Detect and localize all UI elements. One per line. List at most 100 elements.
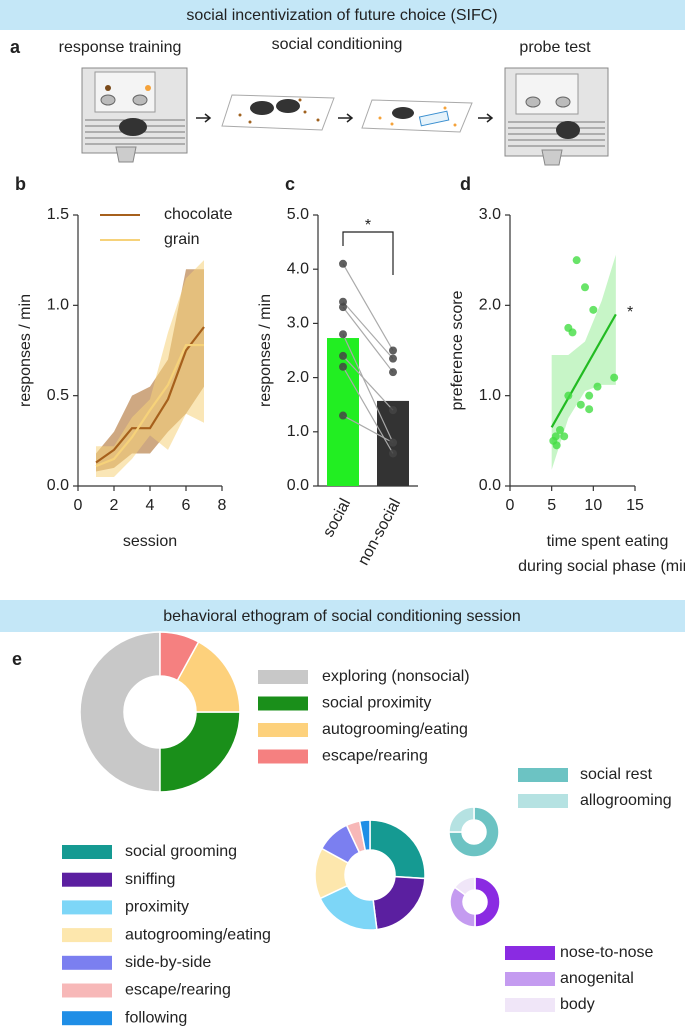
- illustration: [81, 67, 609, 166]
- tube: [418, 110, 450, 127]
- legend-swatch: [258, 670, 308, 684]
- pair-line: [342, 306, 394, 373]
- data-point: [589, 305, 598, 314]
- significance-label: *: [627, 304, 633, 321]
- legend-label: proximity: [125, 899, 189, 916]
- x-tick-label: 0: [506, 497, 515, 514]
- food: [378, 106, 457, 127]
- pie-slice: [448, 806, 475, 833]
- pie-slice: [448, 806, 500, 858]
- legend-swatch: [62, 900, 112, 915]
- x-axis-title: during social phase (min): [518, 558, 685, 575]
- lever: [525, 96, 541, 108]
- legend-swatch: [62, 983, 112, 998]
- pie-slice: [372, 875, 426, 931]
- pie-slice: [159, 711, 241, 793]
- x-tick-label: social: [320, 496, 354, 540]
- x-tick-label: 6: [182, 497, 191, 514]
- y-axis-title: responses / min: [17, 294, 34, 407]
- significance-bracket: [342, 231, 394, 275]
- y-tick-label: 1.0: [47, 297, 69, 314]
- legend-label: escape/rearing: [125, 982, 231, 999]
- arena: [361, 99, 473, 133]
- series-line: [95, 326, 205, 464]
- data-point: [389, 438, 397, 447]
- legend-swatch: [62, 928, 112, 943]
- panel-wall: [515, 73, 579, 115]
- cue: [145, 85, 151, 91]
- data-point: [564, 391, 573, 400]
- legend-label: social proximity: [322, 695, 431, 712]
- mouse: [556, 121, 580, 139]
- legend-label: body: [560, 996, 595, 1013]
- step-label: response training: [59, 39, 182, 56]
- grid-floor: [508, 121, 605, 147]
- series-line: [95, 343, 204, 468]
- legend-swatch: [518, 794, 568, 808]
- data-point: [339, 362, 347, 371]
- mouse: [119, 118, 147, 136]
- panel-label: a: [10, 37, 21, 57]
- legend-label: anogenital: [560, 970, 634, 987]
- legend-swatch: [62, 872, 112, 887]
- y-axis-title: responses / min: [257, 294, 274, 407]
- pie-slice: [358, 819, 371, 852]
- x-tick-label: 8: [218, 497, 227, 514]
- data-point: [389, 354, 397, 363]
- panel-wall: [94, 71, 156, 113]
- data-point: [389, 346, 397, 355]
- legend-swatch: [258, 696, 308, 711]
- lever: [100, 94, 116, 106]
- legend-label: social grooming: [125, 843, 237, 860]
- pair-line: [342, 333, 394, 443]
- y-tick-label: 3.0: [479, 206, 501, 223]
- pie-slice: [159, 631, 200, 682]
- data-point: [552, 441, 561, 450]
- legend-swatch: [518, 768, 568, 782]
- food: [238, 98, 320, 124]
- banner: [0, 600, 685, 632]
- legend-label: grain: [164, 231, 200, 248]
- y-tick-label: 2.0: [287, 369, 309, 386]
- pair-line: [342, 415, 394, 444]
- data-point: [556, 425, 564, 434]
- y-tick-label: 3.0: [287, 315, 309, 332]
- mouse: [250, 101, 274, 115]
- x-tick-label: 15: [626, 497, 644, 514]
- data-point: [576, 400, 585, 409]
- banner-title: behavioral ethogram of social conditioni…: [163, 608, 521, 625]
- cue: [105, 85, 111, 91]
- legend-swatch: [505, 998, 555, 1012]
- mouse: [392, 107, 414, 119]
- x-tick-label: non-social: [355, 496, 404, 568]
- x-axis-title: session: [123, 533, 177, 550]
- data-point: [339, 330, 347, 339]
- y-tick-label: 1.5: [47, 206, 69, 223]
- panel-label: d: [460, 174, 471, 194]
- data-point: [389, 449, 397, 458]
- y-tick-label: 0.0: [479, 477, 501, 494]
- legend-label: escape/rearing: [322, 748, 428, 765]
- pie-slice: [453, 876, 476, 896]
- banner: [0, 0, 685, 30]
- y-axis-title: preference score: [449, 290, 466, 410]
- pie-slice: [474, 876, 501, 928]
- y-tick-label: 0.0: [287, 477, 309, 494]
- panel-label: e: [12, 649, 22, 669]
- error-band: [96, 260, 204, 477]
- legend-swatch: [62, 845, 112, 859]
- x-tick-label: 10: [584, 497, 602, 514]
- pair-line: [342, 263, 394, 351]
- y-tick-label: 0.5: [47, 387, 69, 404]
- pair-line: [342, 355, 394, 411]
- y-tick-label: 4.0: [287, 260, 309, 277]
- x-axis-title: time spent eating: [547, 533, 669, 550]
- pair-line: [342, 366, 394, 454]
- data-point: [568, 328, 577, 337]
- x-tick-label: 4: [146, 497, 155, 514]
- banner-title: social incentivization of future choice …: [186, 7, 497, 24]
- data-point: [572, 256, 581, 265]
- legend-label: autogrooming/eating: [322, 721, 468, 738]
- data-point: [585, 405, 594, 414]
- legend-label: following: [125, 1009, 187, 1026]
